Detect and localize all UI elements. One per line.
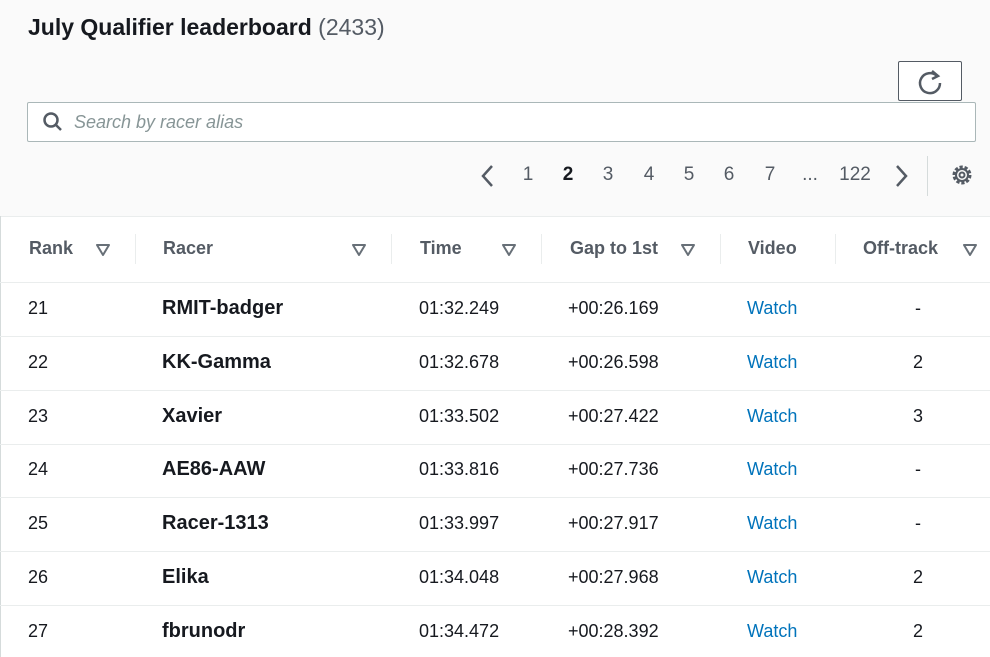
table-cell: 01:33.502 xyxy=(419,405,500,426)
search-input[interactable] xyxy=(27,102,976,142)
settings-icon[interactable] xyxy=(950,163,974,187)
sort-icon[interactable] xyxy=(680,243,696,257)
row-border xyxy=(0,497,990,499)
table-cell: +00:27.917 xyxy=(568,513,659,534)
row-border xyxy=(0,389,990,391)
table-cell: 23 xyxy=(28,405,49,426)
table-cell: +00:26.169 xyxy=(568,298,659,318)
column-header: Gap to 1st xyxy=(570,238,659,258)
column-separator xyxy=(720,234,721,264)
watch-link[interactable]: Watch xyxy=(747,298,798,318)
table-cell: 01:34.048 xyxy=(419,567,500,587)
search-placeholder: Search by racer alias xyxy=(74,112,244,132)
table-edge xyxy=(0,216,1,657)
table-cell: fbrunodr xyxy=(162,619,246,642)
watch-link[interactable]: Watch xyxy=(747,351,798,372)
title: July Qualifier leaderboard (2433) xyxy=(28,14,385,41)
divider xyxy=(927,156,928,196)
table-cell: - xyxy=(915,513,921,534)
table-cell: 26 xyxy=(28,567,49,587)
column-header: Video xyxy=(748,238,797,258)
row-border xyxy=(0,605,990,606)
table-cell: 2 xyxy=(912,351,924,372)
table-cell: 01:32.249 xyxy=(419,298,500,318)
page-button[interactable]: ... xyxy=(802,164,818,185)
column-separator xyxy=(391,234,392,264)
row-border xyxy=(0,336,990,337)
table-cell: 2 xyxy=(912,620,924,641)
table-cell: 27 xyxy=(28,620,49,641)
table-cell: AE86-AAW xyxy=(162,458,266,481)
page-button[interactable]: 6 xyxy=(723,164,735,185)
page-button[interactable]: 2 xyxy=(562,164,574,185)
table-cell: 01:33.816 xyxy=(419,459,500,480)
table-cell: Xavier xyxy=(162,404,223,427)
sort-icon[interactable] xyxy=(95,243,111,257)
column-header: Rank xyxy=(29,238,74,258)
table-cell: - xyxy=(915,459,921,480)
row-border xyxy=(0,443,990,445)
table-cell: 24 xyxy=(28,459,49,480)
column-header: Racer xyxy=(163,238,214,258)
sort-icon[interactable] xyxy=(351,243,367,257)
header-border xyxy=(0,282,990,283)
sort-icon[interactable] xyxy=(501,243,517,257)
table-cell: +00:26.598 xyxy=(568,351,659,372)
table-cell: 01:33.997 xyxy=(419,513,500,534)
column-header: Off-track xyxy=(863,238,939,258)
column-separator xyxy=(541,234,542,264)
table-cell: +00:27.736 xyxy=(568,459,659,480)
column-separator xyxy=(135,234,136,264)
page-button[interactable]: 1 xyxy=(522,164,534,185)
watch-link[interactable]: Watch xyxy=(747,513,798,534)
next-page[interactable] xyxy=(891,163,911,189)
prev-page[interactable] xyxy=(478,163,498,189)
page-button[interactable]: 3 xyxy=(602,164,614,185)
title-text: July Qualifier leaderboard xyxy=(28,14,312,40)
row-border xyxy=(0,551,990,553)
column-header: Time xyxy=(420,238,462,258)
watch-link[interactable]: Watch xyxy=(747,459,798,480)
page-button[interactable]: 7 xyxy=(764,164,776,185)
table-cell: - xyxy=(915,298,921,318)
column-separator xyxy=(835,234,836,264)
table-cell: 2 xyxy=(912,567,924,587)
table-cell: +00:28.392 xyxy=(568,620,659,641)
refresh-button[interactable] xyxy=(898,61,962,101)
table-cell: 25 xyxy=(28,513,49,534)
page-button[interactable]: 4 xyxy=(643,164,655,185)
watch-link[interactable]: Watch xyxy=(747,405,798,426)
search-icon xyxy=(43,112,62,131)
page-button[interactable]: 5 xyxy=(683,164,695,185)
sort-icon[interactable] xyxy=(962,243,978,257)
table-cell: 22 xyxy=(28,351,49,372)
table-cell: +00:27.968 xyxy=(568,567,659,587)
table-cell: RMIT-badger xyxy=(162,297,284,319)
table-cell: 01:34.472 xyxy=(419,620,500,641)
page-button[interactable]: 122 xyxy=(839,164,871,185)
table-cell: 3 xyxy=(912,405,924,426)
table-cell: KK-Gamma xyxy=(162,350,271,373)
table-cell: +00:27.422 xyxy=(568,405,659,426)
refresh-icon xyxy=(918,70,942,95)
table-cell: Elika xyxy=(162,566,209,588)
watch-link[interactable]: Watch xyxy=(747,620,798,641)
table-cell: 01:32.678 xyxy=(419,351,500,372)
watch-link[interactable]: Watch xyxy=(747,567,798,587)
count: (2433) xyxy=(318,14,385,40)
table-cell: 21 xyxy=(28,298,49,318)
table-cell: Racer-1313 xyxy=(162,512,269,535)
